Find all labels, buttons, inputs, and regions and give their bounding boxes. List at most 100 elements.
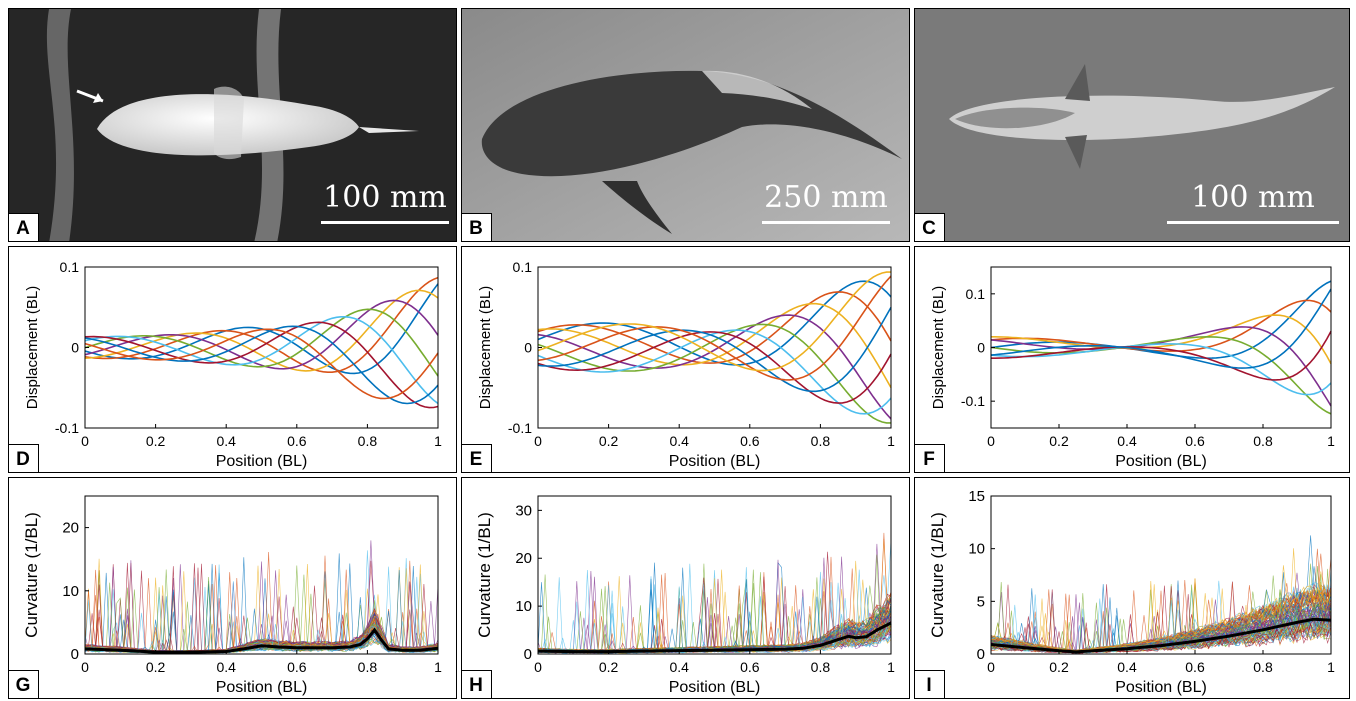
displacement-chart-f: 0 0.2 0.4 0.6 0.8 1 -0.1 0 0.1 Position (BL) Displ…: [930, 266, 1335, 470]
series-line: [84, 308, 439, 377]
series-line: [84, 289, 439, 372]
x-tick-label: 0.6: [1185, 659, 1205, 675]
x-tick-label: 1: [1327, 659, 1335, 675]
series-line: [537, 329, 892, 415]
x-tick-label: 0.4: [216, 433, 236, 449]
x-axis-label: Position (BL): [669, 679, 761, 696]
y-tick-label: -0.1: [508, 420, 532, 436]
x-tick-label: 0.2: [599, 659, 619, 675]
y-tick-label: 0: [977, 646, 985, 663]
x-axis-label: Position (BL): [216, 453, 308, 470]
axes-box: [84, 266, 439, 429]
x-tick-label: 0.6: [287, 659, 307, 675]
plot-panel-e: 0 0.2 0.4 0.6 0.8 1 -0.1 0 0.1 Position (BL) Displ…: [461, 246, 910, 473]
robotic-fish-photo: [9, 9, 456, 241]
plot-area: [990, 535, 1332, 654]
photo-panel-b: 250 mm B: [461, 8, 910, 242]
plot-area: [990, 280, 1332, 415]
series-line: [84, 316, 439, 405]
y-tick-label: 0: [71, 646, 79, 663]
x-tick-label: 0.6: [1185, 433, 1205, 449]
y-axis-label: Curvature (1/BL): [928, 512, 947, 638]
series-line: [84, 283, 439, 375]
plot-panel-i: 0 0.2 0.4 0.6 0.8 1 0 5 10 15 Position (BL) Curvatu…: [914, 477, 1350, 699]
series-line: [990, 288, 1332, 369]
series-line: [537, 271, 891, 372]
shark-photo: [462, 9, 909, 241]
plot-panel-g: 0 0.2 0.4 0.6 0.8 1 0 10 20 Position (BL) Curvatur…: [8, 477, 457, 699]
y-tick-label: 20: [62, 520, 79, 537]
y-tick-label: 0.1: [966, 286, 986, 302]
plot-panel-f: 0 0.2 0.4 0.6 0.8 1 -0.1 0 0.1 Position (BL) Displ…: [914, 246, 1350, 473]
plot-area: [84, 540, 439, 654]
y-tick-label: 0.1: [60, 259, 80, 275]
x-tick-label: 0.2: [599, 433, 619, 449]
panel-letter: A: [9, 213, 39, 241]
series-line: [537, 302, 892, 388]
scale-bar: 100 mm: [1167, 181, 1339, 224]
x-tick-label: 0.4: [1117, 433, 1137, 449]
panel-letter: G: [9, 670, 39, 698]
x-tick-label: 0: [81, 433, 89, 449]
y-tick-label: 10: [515, 598, 532, 615]
series-line: [537, 280, 892, 366]
panel-letter: C: [915, 213, 945, 241]
axes-box: [990, 495, 1332, 655]
series-line: [537, 331, 892, 404]
x-tick-label: 0.8: [1253, 433, 1273, 449]
x-tick-label: 0.8: [1253, 659, 1273, 675]
axes-box: [537, 495, 892, 655]
y-tick-label: 10: [62, 583, 79, 600]
scale-bar: 100 mm: [321, 181, 449, 224]
x-tick-label: 0.8: [358, 659, 378, 675]
plot-panel-d: 0 0.2 0.4 0.6 0.8 1 -0.1 0 0.1 Position (BL) Displ…: [8, 246, 457, 473]
x-tick-label: 0.4: [1117, 659, 1137, 675]
series-line: [991, 314, 1332, 365]
plot-area: [537, 532, 892, 654]
y-tick-label: 10: [968, 541, 985, 558]
x-tick-label: 1: [434, 659, 442, 675]
y-tick-label: 30: [515, 502, 532, 519]
x-tick-label: 0.2: [1049, 659, 1069, 675]
series-line: [990, 299, 1332, 352]
y-tick-label: 0.1: [513, 259, 533, 275]
x-tick-label: 0.8: [811, 659, 831, 675]
x-tick-label: 0: [81, 659, 89, 675]
series-line: [990, 565, 1332, 652]
x-tick-label: 1: [887, 433, 895, 449]
x-axis-label: Position (BL): [1115, 679, 1207, 696]
y-axis-label: Displacement (BL): [477, 286, 494, 409]
series-line: [84, 325, 439, 405]
series-line: [990, 578, 1332, 651]
x-tick-label: 0.4: [216, 659, 236, 675]
series-line: [991, 330, 1332, 381]
panel-letter: B: [462, 213, 492, 241]
x-tick-label: 0.2: [146, 433, 166, 449]
y-tick-label: 20: [515, 550, 532, 567]
y-tick-label: 5: [977, 593, 985, 610]
series-line: [84, 299, 439, 370]
y-tick-label: -0.1: [961, 393, 985, 409]
series-line: [537, 291, 892, 364]
scale-label: 100 mm: [1191, 180, 1315, 215]
axes-box: [84, 495, 439, 655]
x-tick-label: 0.6: [740, 433, 760, 449]
series-line: [537, 275, 892, 381]
x-tick-label: 1: [887, 659, 895, 675]
series-line: [990, 280, 1332, 360]
y-axis-label: Curvature (1/BL): [475, 512, 494, 638]
plot-panel-h: 0 0.2 0.4 0.6 0.8 1 0 10 20 30 Position (BL) Curvat…: [461, 477, 910, 699]
x-axis-label: Position (BL): [669, 453, 761, 470]
series-line: [990, 335, 1332, 415]
scale-label: 100 mm: [323, 180, 447, 215]
series-line: [990, 591, 1332, 652]
x-tick-label: 0.4: [669, 659, 689, 675]
series-line: [537, 314, 892, 420]
scale-label: 250 mm: [764, 180, 888, 215]
series-line: [990, 343, 1332, 396]
mean-curve-line: [84, 627, 439, 654]
